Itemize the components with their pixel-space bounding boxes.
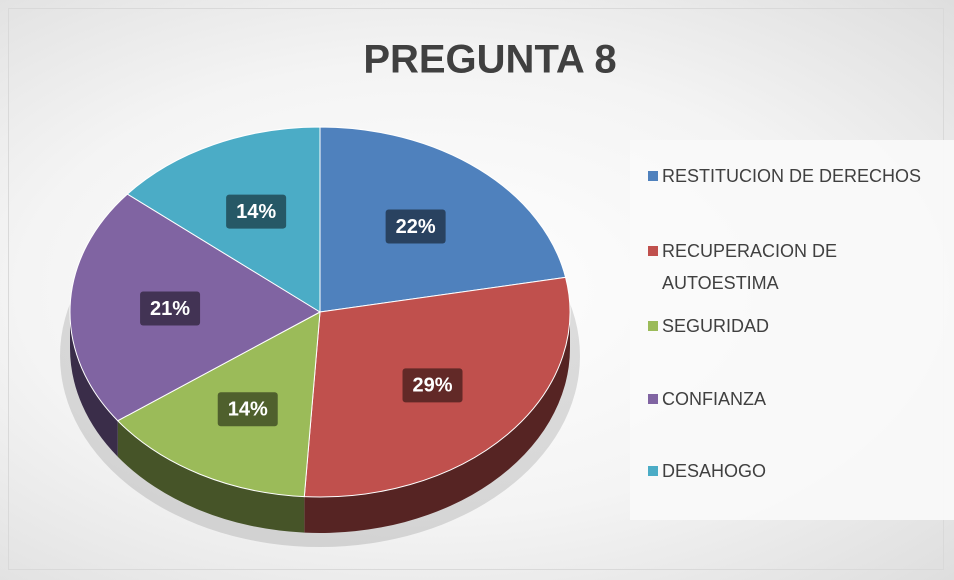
- legend-item: CONFIANZA: [648, 383, 948, 415]
- chart-title: PREGUNTA 8: [363, 38, 616, 82]
- data-label: 14%: [236, 201, 276, 223]
- slice-side: [117, 420, 305, 533]
- legend-item: RECUPERACION DE AUTOESTIMA: [648, 235, 948, 299]
- legend-swatch: [648, 321, 658, 331]
- data-label: 21%: [150, 298, 190, 320]
- legend-swatch: [648, 466, 658, 476]
- legend-label: SEGURIDAD: [662, 316, 770, 336]
- data-label-bg: [385, 209, 446, 244]
- legend-label: CONFIANZA: [662, 389, 767, 409]
- legend-swatch: [648, 394, 658, 404]
- legend-item: DESAHOGO: [648, 455, 948, 487]
- data-label: 22%: [396, 216, 436, 238]
- legend-item: SEGURIDAD: [648, 310, 948, 342]
- legend-label: DESAHOGO: [662, 461, 767, 481]
- legend-swatch: [648, 246, 658, 256]
- legend: RESTITUCION DE DERECHOS RECUPERACION DE A…: [630, 140, 954, 520]
- slice: [126, 126, 321, 313]
- legend-item: RESTITUCION DE DERECHOS: [648, 160, 948, 192]
- data-label-bg: [226, 194, 287, 229]
- data-label: 14%: [228, 399, 268, 421]
- data-label-bg: [140, 291, 201, 326]
- legend-swatch: [648, 171, 658, 181]
- data-label: 29%: [413, 375, 453, 397]
- data-label-bg: [217, 392, 278, 427]
- slice-side: [304, 312, 570, 533]
- data-label-bg: [402, 368, 463, 403]
- legend-label: RESTITUCION DE DERECHOS: [662, 166, 922, 186]
- slice-side: [70, 312, 118, 457]
- legend-label: RECUPERACION DE AUTOESTIMA: [662, 241, 838, 293]
